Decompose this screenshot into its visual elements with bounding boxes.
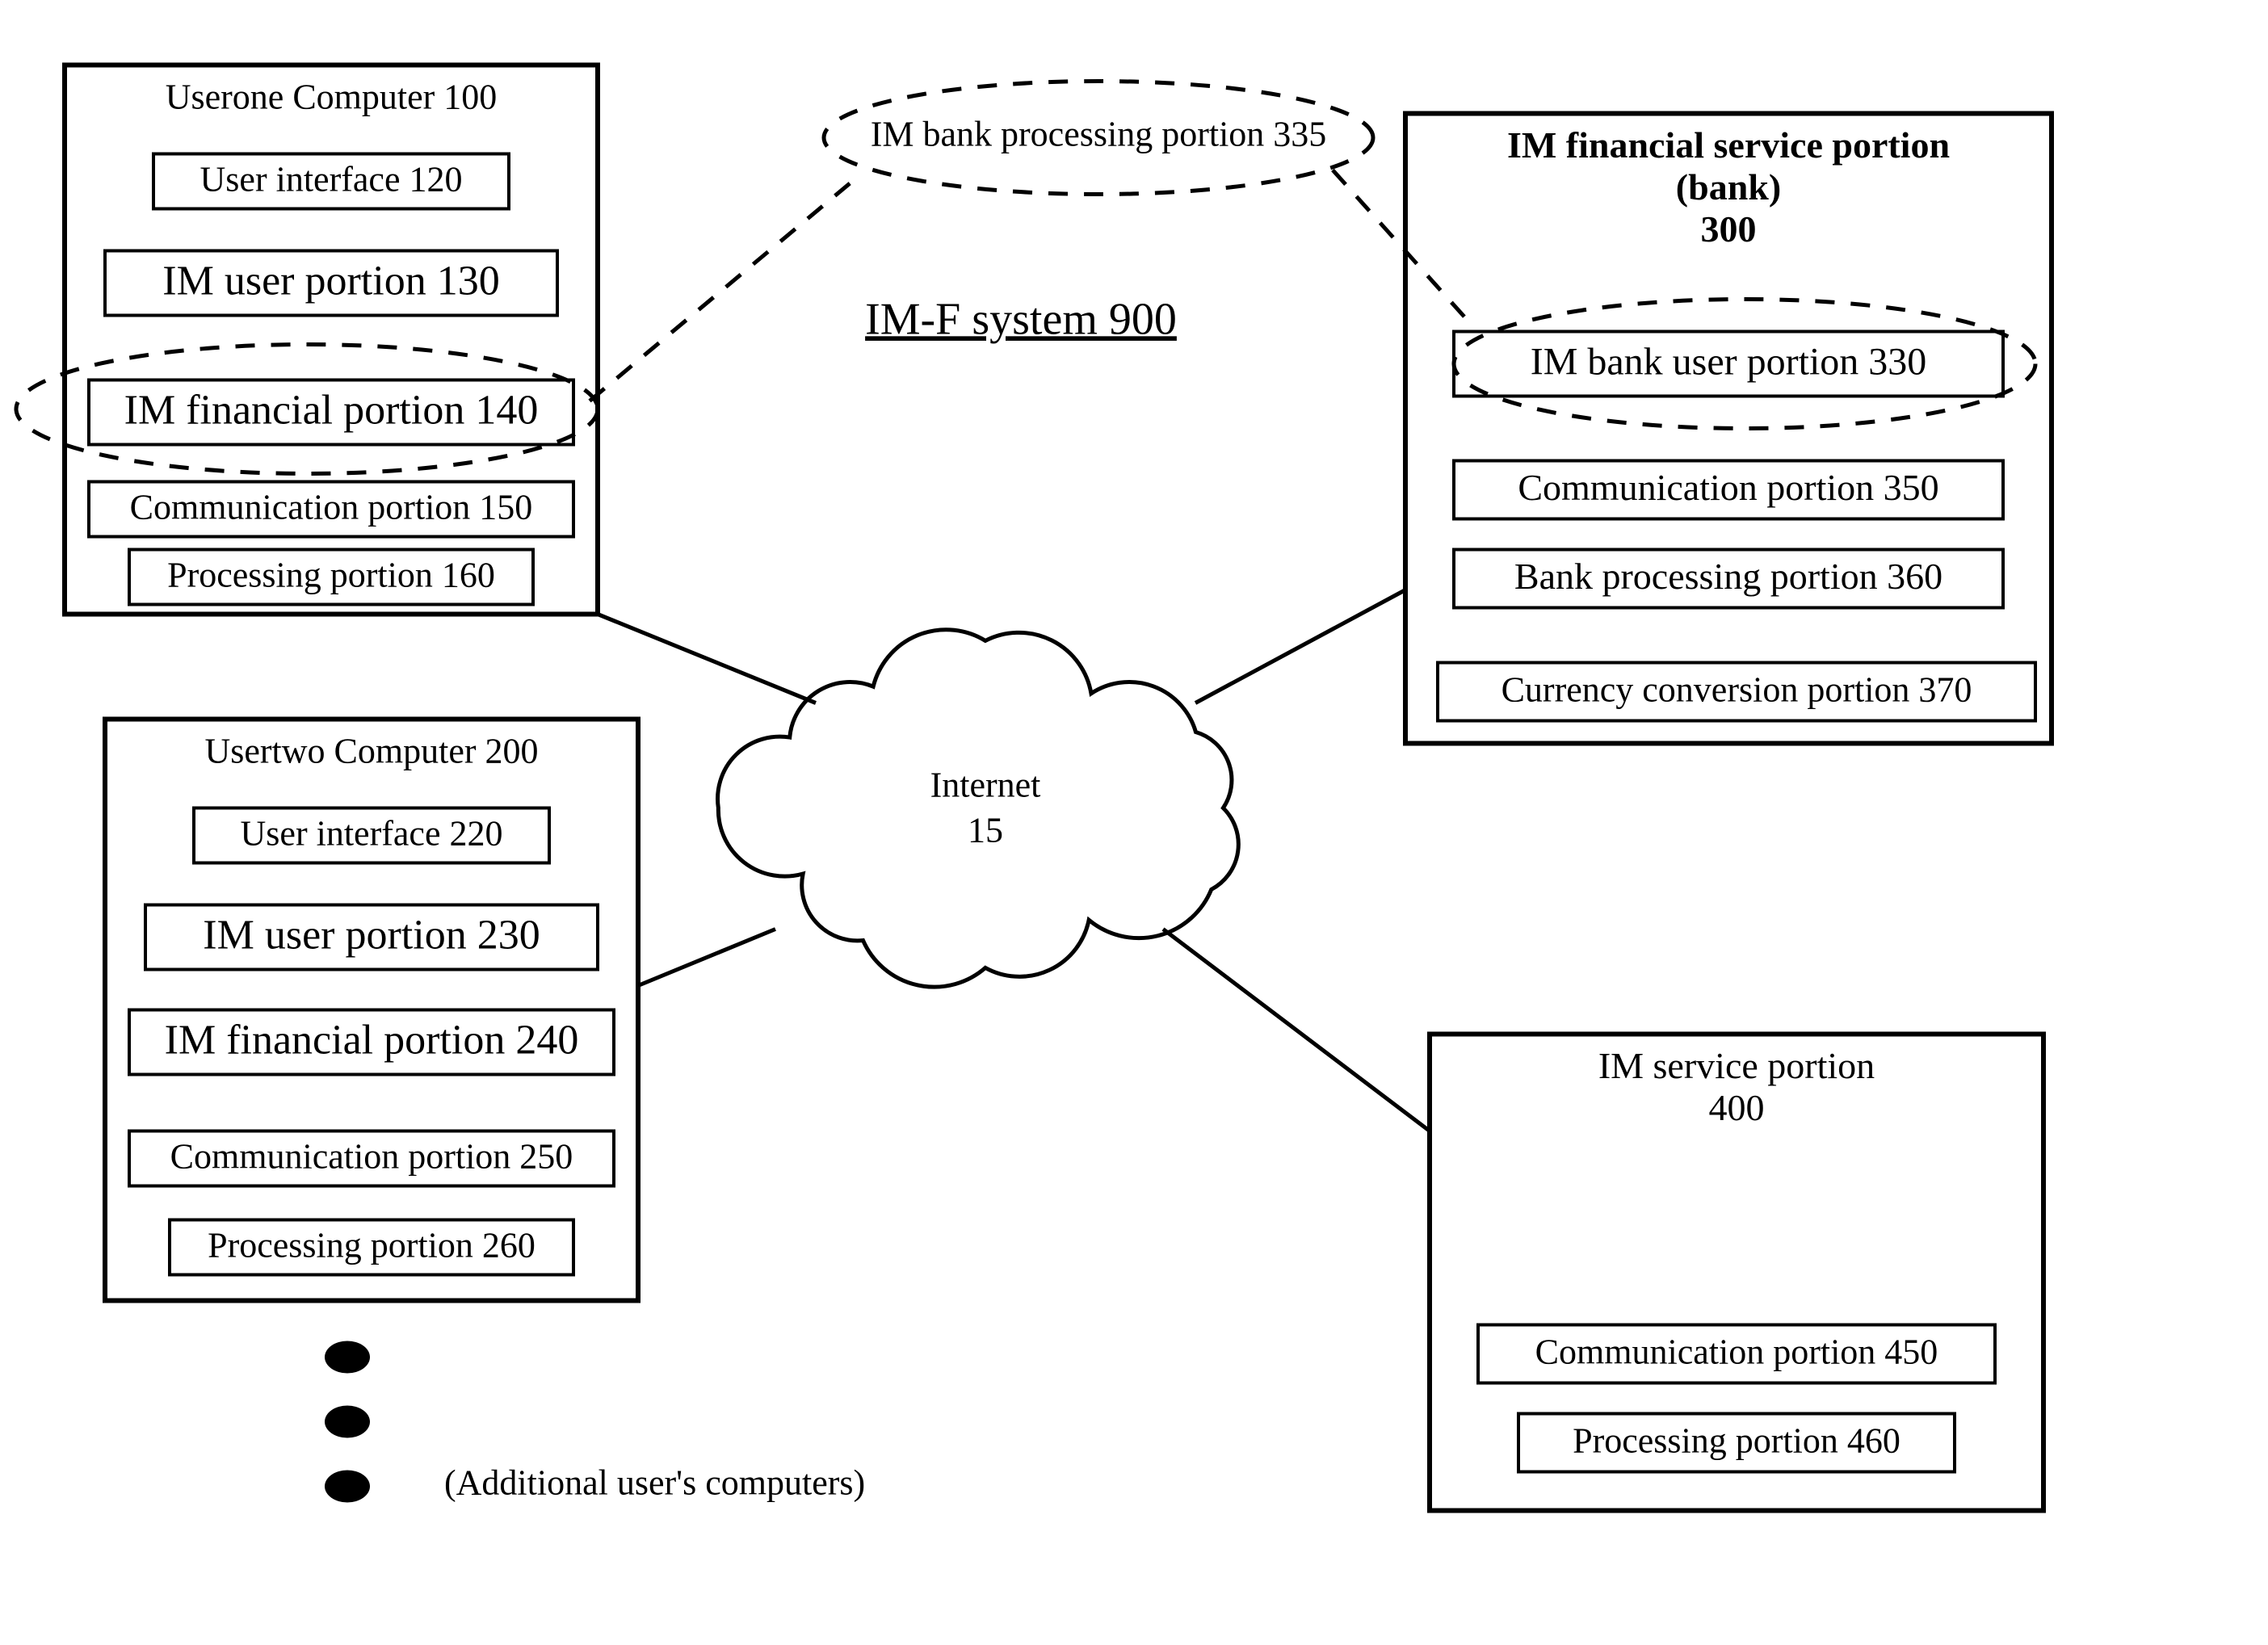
item-usertwo-1-label: IM user portion 230 (203, 912, 540, 958)
box-service-title-1: 400 (1709, 1087, 1765, 1128)
ellipsis-dot-1 (325, 1406, 370, 1438)
ellipsis-dot-0 (325, 1341, 370, 1374)
diagram-canvas: IM bank processing portion 335 IM-F syste… (0, 0, 2268, 1645)
item-usertwo-0-label: User interface 220 (241, 814, 503, 854)
item-bank-0-label: IM bank user portion 330 (1531, 341, 1927, 384)
connector-line-2 (1195, 590, 1405, 703)
item-userone-3-label: Communication portion 150 (130, 488, 533, 527)
ellipsis-dot-2 (325, 1471, 370, 1503)
box-service-title-0: IM service portion (1598, 1045, 1875, 1086)
item-service-1-label: Processing portion 460 (1573, 1421, 1900, 1461)
item-bank-2-label: Bank processing portion 360 (1514, 556, 1942, 597)
box-bank-title-0: IM financial service portion (1507, 124, 1950, 166)
item-userone-4-label: Processing portion 160 (167, 556, 495, 595)
cloud-label-1: Internet (930, 766, 1041, 805)
footnote: (Additional user's computers) (444, 1463, 865, 1503)
connector-line-3 (1163, 930, 1430, 1131)
connector-line-1 (638, 930, 775, 986)
item-userone-0-label: User interface 120 (200, 160, 463, 199)
system-title: IM-F system 900 (865, 294, 1177, 344)
item-bank-3-label: Currency conversion portion 370 (1502, 670, 1972, 710)
item-usertwo-2-label: IM financial portion 240 (165, 1017, 579, 1063)
item-bank-1-label: Communication portion 350 (1518, 467, 1938, 508)
item-usertwo-3-label: Communication portion 250 (170, 1137, 573, 1177)
connector-line-0 (598, 615, 816, 703)
box-userone-title-0: Userone Computer 100 (166, 78, 498, 117)
internet-cloud (718, 630, 1239, 987)
box-usertwo-title-0: Usertwo Computer 200 (204, 732, 538, 771)
item-userone-2-label: IM financial portion 140 (124, 387, 539, 433)
box-bank-title-1: (bank) (1676, 166, 1781, 208)
ellipse-335-label: IM bank processing portion 335 (871, 115, 1327, 154)
dashed-connector-0 (590, 178, 856, 401)
box-bank-title-2: 300 (1701, 208, 1757, 250)
cloud-label-2: 15 (968, 811, 1003, 850)
box-userone (65, 65, 598, 615)
item-usertwo-4-label: Processing portion 260 (208, 1226, 536, 1265)
item-userone-1-label: IM user portion 130 (162, 258, 499, 304)
item-service-0-label: Communication portion 450 (1535, 1332, 1938, 1372)
